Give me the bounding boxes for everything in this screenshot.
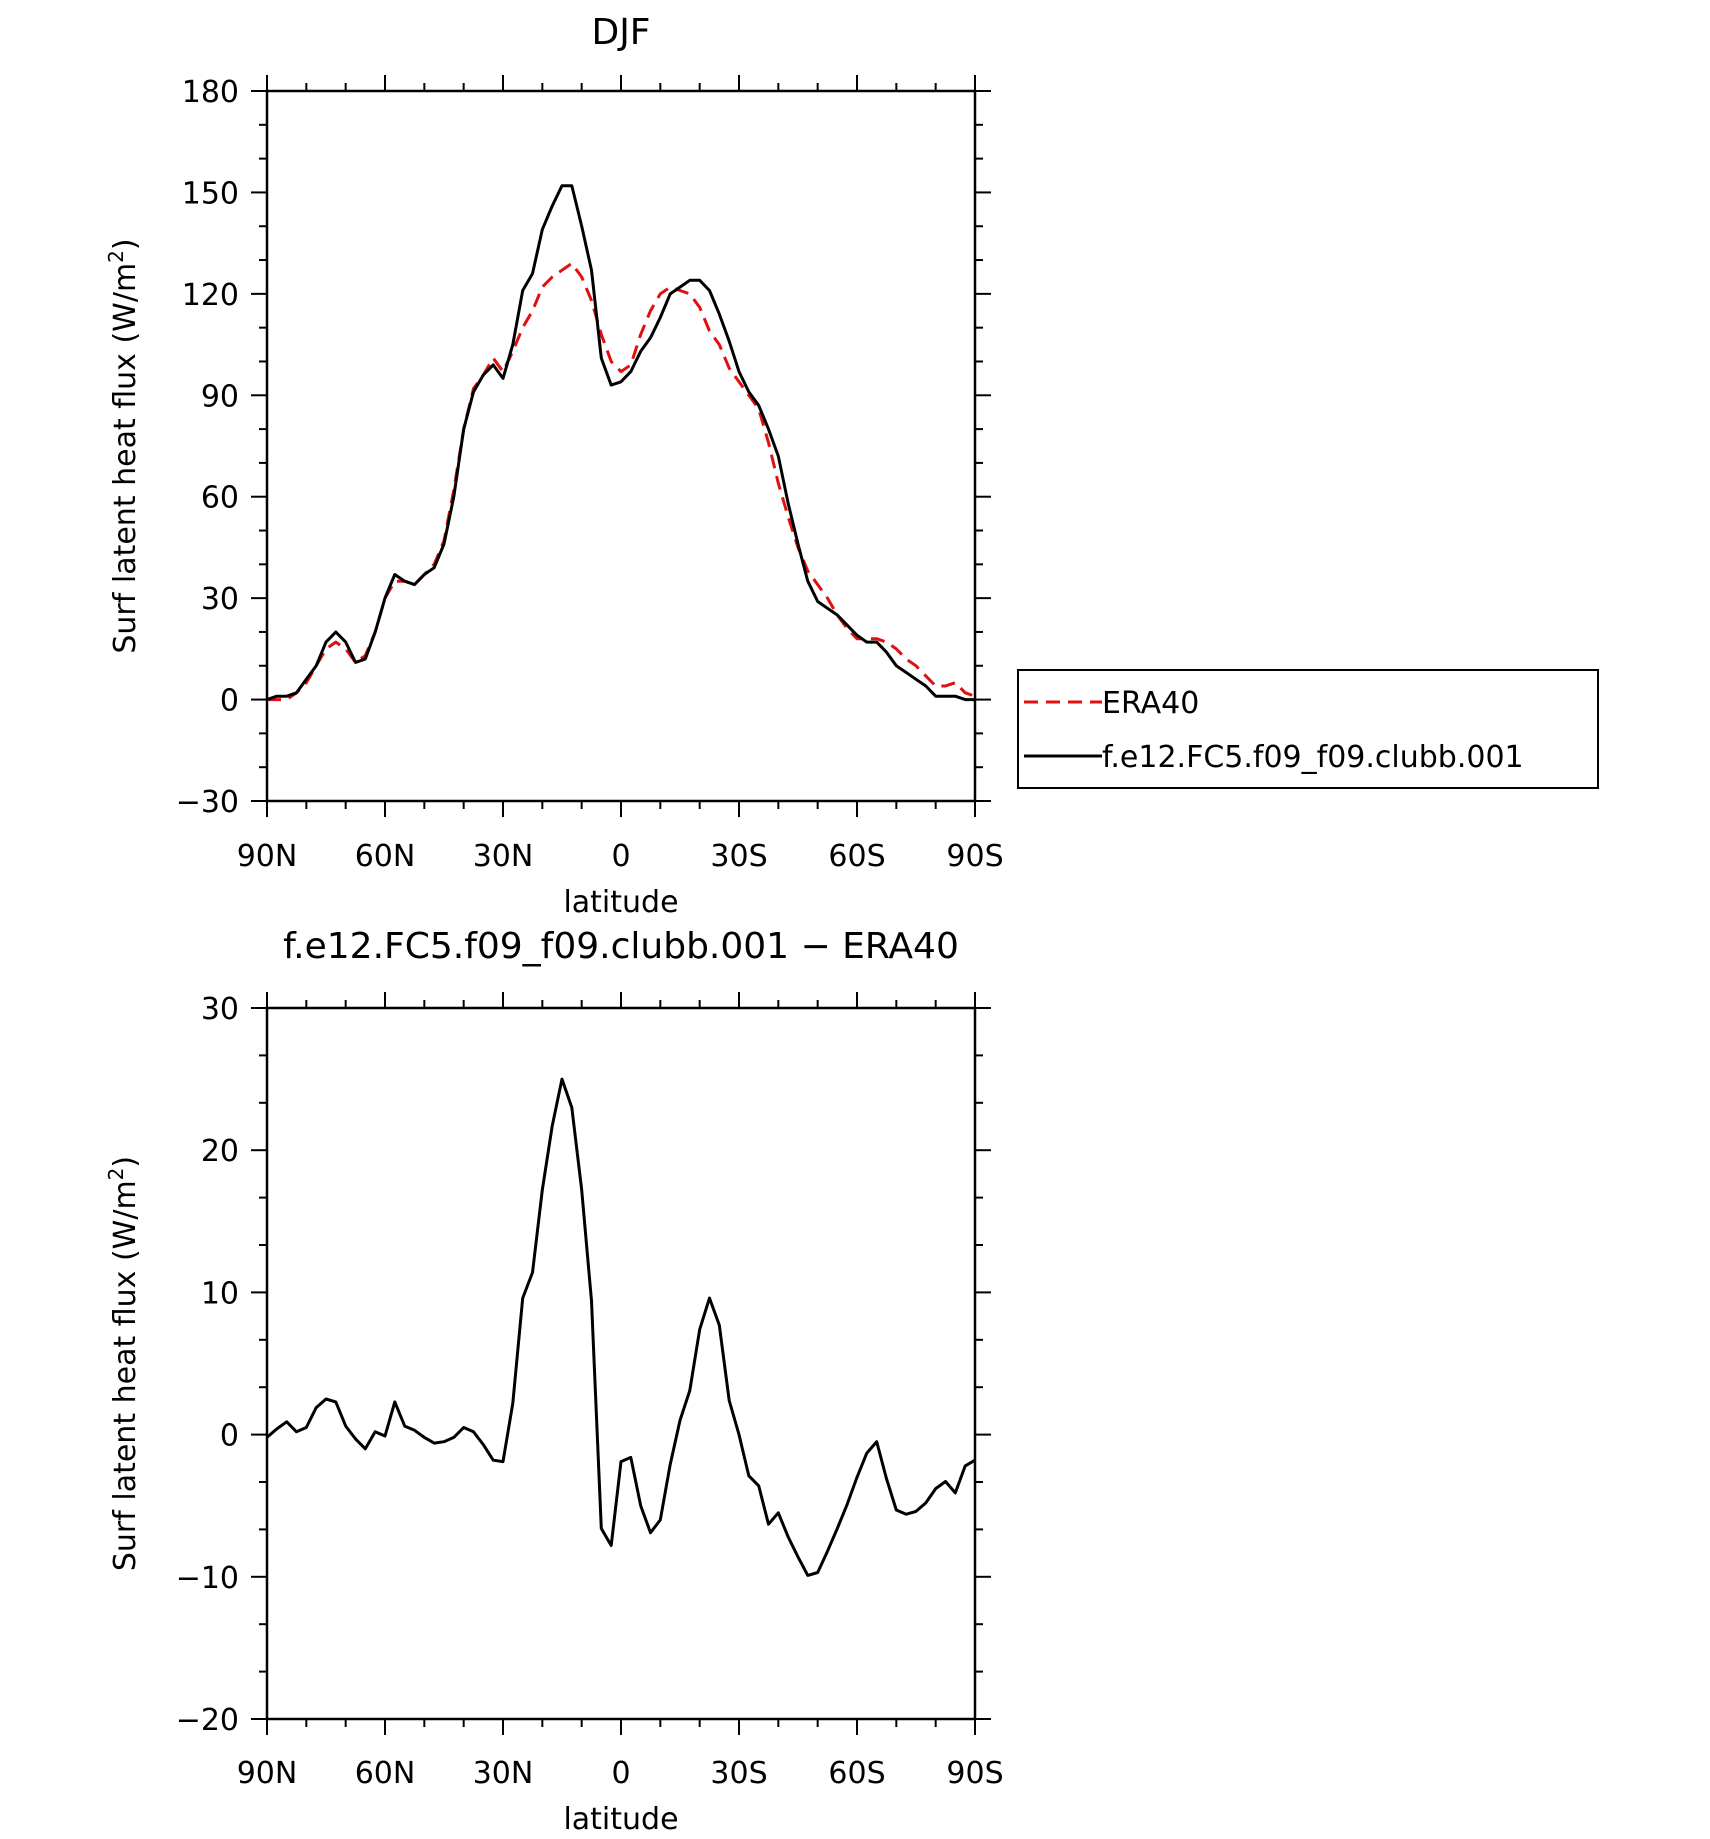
x-tick-label: 90S xyxy=(946,1756,1003,1791)
y-tick-label: −30 xyxy=(176,785,239,820)
x-axis-label: latitude xyxy=(563,885,678,920)
x-tick-label: 90S xyxy=(946,839,1003,874)
y-axis-label-close: ) xyxy=(108,1156,143,1168)
y-tick-label: 90 xyxy=(201,379,239,414)
y-tick-label: 0 xyxy=(220,1419,239,1454)
x-tick-label: 60N xyxy=(355,839,416,874)
x-tick-label: 0 xyxy=(611,839,630,874)
y-tick-label: 0 xyxy=(220,684,239,719)
y-tick-label: 60 xyxy=(201,481,239,516)
panel-top-djf: DJF 90N 60N 30N 0 30S 60S 90S −30 0 30 60 90 120 150 18… xyxy=(104,12,1004,920)
series-line-difference xyxy=(266,1077,976,1577)
legend-box xyxy=(1017,669,1599,789)
chart-title: DJF xyxy=(591,12,650,53)
y-tick-label: −20 xyxy=(176,1703,239,1738)
y-axis-label-superscript: 2 xyxy=(104,1168,128,1181)
y-axis-label-text: Surf latent heat flux (W/m xyxy=(108,1180,143,1571)
y-tick-label: −10 xyxy=(176,1561,239,1596)
x-tick-label: 60S xyxy=(828,1756,885,1791)
y-axis-label-superscript: 2 xyxy=(104,250,128,263)
y-axis-label-close: ) xyxy=(108,238,143,250)
x-tick-label: 90N xyxy=(237,839,298,874)
x-tick-label: 0 xyxy=(611,1756,630,1791)
plot-frame xyxy=(265,1006,977,1721)
x-tick-label: 90N xyxy=(237,1756,298,1791)
legend-entry: f.e12.FC5.f09_f09.clubb.001 xyxy=(1102,740,1524,775)
x-tick-label: 60S xyxy=(828,839,885,874)
x-tick-label: 30N xyxy=(473,839,534,874)
y-tick-label: 10 xyxy=(201,1276,239,1311)
y-axis-label: Surf latent heat flux (W/m2) xyxy=(104,1156,143,1571)
x-tick-label: 30S xyxy=(710,1756,767,1791)
legend: ERA40 f.e12.FC5.f09_f09.clubb.001 xyxy=(1017,669,1599,789)
y-axis-label-text: Surf latent heat flux (W/m xyxy=(108,263,143,654)
y-tick-label: 30 xyxy=(201,582,239,617)
panel-bottom-difference: f.e12.FC5.f09_f09.clubb.001 − ERA40 90N 60… xyxy=(104,926,1004,1837)
series-line-f-e12-fc5-f09-f09-clubb-001 xyxy=(266,184,975,702)
y-tick-label: 150 xyxy=(182,176,239,211)
legend-entry: ERA40 xyxy=(1102,686,1199,721)
x-tick-label: 60N xyxy=(355,1756,416,1791)
chart-title: f.e12.FC5.f09_f09.clubb.001 − ERA40 xyxy=(283,926,959,967)
y-tick-label: 30 xyxy=(201,992,239,1027)
y-tick-label: 120 xyxy=(182,278,239,313)
y-tick-label: 20 xyxy=(201,1134,239,1169)
x-axis-label: latitude xyxy=(563,1802,678,1837)
x-tick-label: 30S xyxy=(710,839,767,874)
plot-frame xyxy=(265,89,977,803)
y-axis-label: Surf latent heat flux (W/m2) xyxy=(104,238,143,653)
y-tick-label: 180 xyxy=(182,75,239,110)
x-tick-label: 30N xyxy=(473,1756,534,1791)
